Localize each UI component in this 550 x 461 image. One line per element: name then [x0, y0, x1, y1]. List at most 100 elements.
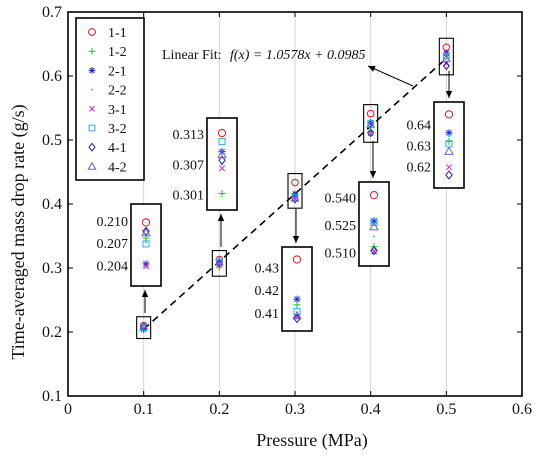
inset-4-point-1-1 [369, 191, 379, 200]
inset-5-point-3-1 [445, 164, 453, 171]
fit-annotation: Linear Fit: f(x) = 1.0578x + 0.0985 [162, 48, 366, 63]
inset-3: 0.43 0.42 0.41 [255, 209, 313, 332]
zoom-markers [136, 37, 454, 340]
y-tick-label-2: 0.3 [42, 260, 62, 277]
inset-2-point-3-2 [218, 138, 226, 146]
legend-marker-2-1 [88, 67, 96, 74]
point-4-1-5 [442, 61, 450, 71]
inset-5: 0.64 0.63 0.62 [407, 71, 465, 189]
inset-1-arrow [141, 290, 149, 313]
x-axis-title: Pressure (MPa) [256, 430, 367, 451]
inset-5-arrow-head [445, 91, 453, 98]
inset-1-point-3-2 [142, 240, 150, 248]
fit-line [143, 57, 447, 330]
inset-3-point-4-1 [293, 313, 301, 324]
legend-marker-1-1 [88, 28, 96, 36]
inset-4-point-4-1 [370, 245, 378, 256]
x-tick-label-1: 0.1 [134, 401, 154, 418]
inset-3-tick-label-0: 0.43 [255, 261, 280, 276]
inset-5-tick-label-2: 0.62 [407, 160, 432, 175]
inset-4-point-3-1 [370, 248, 378, 255]
x-tick-label-4: 0.4 [361, 401, 381, 418]
inset-2-point-4-1 [218, 155, 226, 165]
point-4-2-5 [441, 53, 451, 62]
legend-label-1-2: 1-2 [108, 45, 127, 60]
linear-fit [143, 57, 447, 330]
inset-1-arrow-head [141, 290, 149, 297]
inset-4-tick-label-1: 0.525 [325, 219, 357, 234]
insets: 0.2100.2070.2040.3130.3070.3010.430.420.… [97, 71, 465, 332]
legend-marker-3-2 [88, 124, 96, 132]
legend-marker-4-2 [87, 161, 97, 170]
zoom-rect-1 [136, 316, 152, 340]
y-tick-label-1: 0.2 [42, 324, 62, 341]
fit-equation: f(x) = 1.0578x + 0.0985 [230, 48, 366, 63]
inset-5-point-1-1 [444, 110, 454, 119]
main-data-points [139, 43, 451, 333]
inset-1-point-2-1 [142, 260, 150, 268]
point-4-2-1 [139, 321, 149, 330]
inset-2-tick-label-2: 0.301 [173, 188, 205, 203]
point-4-2-3 [290, 193, 300, 202]
point-2-1-2 [216, 258, 223, 266]
inset-4-tick-label-0: 0.540 [325, 191, 357, 206]
inset-5-point-2-1 [445, 129, 453, 137]
legend-label-2-2: 2-2 [108, 84, 127, 99]
inset-3-tick-label-2: 0.41 [255, 307, 280, 322]
zoom-rect-3 [287, 173, 303, 209]
inset-2: 0.313 0.307 0.301 [173, 117, 238, 247]
point-1-1-3 [291, 178, 299, 187]
legend-marker-2-2 [91, 88, 93, 91]
x-tick-label-0: 0 [64, 401, 72, 418]
inset-1-tick-label-2: 0.204 [97, 259, 129, 274]
legend-label-4-1: 4-1 [108, 141, 127, 156]
inset-5-tick-label-1: 0.63 [407, 140, 432, 155]
legend-label-2-1: 2-1 [108, 64, 127, 79]
inset-2-point-1-2 [218, 189, 226, 198]
point-4-1-1 [140, 322, 148, 331]
inset-3-point-1-1 [292, 255, 302, 264]
point-2-1-5 [443, 49, 450, 57]
legend: 1-1 1-2 2-1 2-2 3-1 3-2 4-1 4-2 [75, 17, 145, 181]
inset-3-arrow-head [292, 236, 300, 243]
inset-2-arrow [217, 214, 225, 247]
legend-marker-1-2 [88, 47, 96, 55]
fit-label: Linear Fit: [162, 48, 222, 63]
inset-2-tick-label-0: 0.313 [173, 128, 205, 143]
legend-marker-4-1 [88, 142, 96, 152]
zoom-rect-2 [211, 250, 227, 277]
y-tick-label-5: 0.6 [42, 68, 62, 85]
inset-1-point-3-1 [142, 263, 150, 270]
inset-4-arrow-head [369, 171, 377, 178]
point-3-2-5 [443, 52, 450, 60]
inset-5-point-4-1 [445, 170, 453, 180]
inset-4-point-4-2 [369, 221, 379, 231]
inset-5-point-2-2 [448, 135, 450, 138]
point-2-2-1 [142, 326, 145, 329]
inset-5-point-4-2 [444, 146, 454, 155]
y-tick-label-4: 0.5 [42, 132, 62, 149]
inset-frame-1 [130, 203, 162, 287]
inset-5-tick-label-0: 0.64 [407, 119, 432, 134]
fit-annotation-arrow-head [368, 65, 376, 72]
inset-2-tick-label-1: 0.307 [173, 158, 205, 173]
x-tick-label-6: 0.6 [512, 401, 532, 418]
inset-1-tick-label-0: 0.210 [97, 215, 129, 230]
inset-3-point-4-2 [292, 310, 302, 320]
x-tick-label-2: 0.2 [209, 401, 229, 418]
zoom-rect-5 [438, 37, 454, 76]
legend-marker-3-1 [89, 105, 95, 112]
inset-4-point-3-2 [370, 218, 378, 226]
inset-2-point-4-2 [217, 149, 227, 159]
inset-4-point-2-2 [373, 235, 375, 238]
y-tick-label-3: 0.4 [42, 196, 62, 213]
zoom-rect-4 [363, 104, 379, 143]
legend-box [75, 17, 145, 181]
y-axis-title: Time-averaged mass drop rate (g/s) [8, 104, 29, 359]
inset-4-point-2-1 [370, 217, 378, 225]
legend-label-4-2: 4-2 [108, 160, 127, 175]
inset-4-tick-label-2: 0.510 [325, 246, 357, 261]
point-4-1-4 [367, 128, 375, 138]
legend-label-3-2: 3-2 [108, 122, 127, 137]
